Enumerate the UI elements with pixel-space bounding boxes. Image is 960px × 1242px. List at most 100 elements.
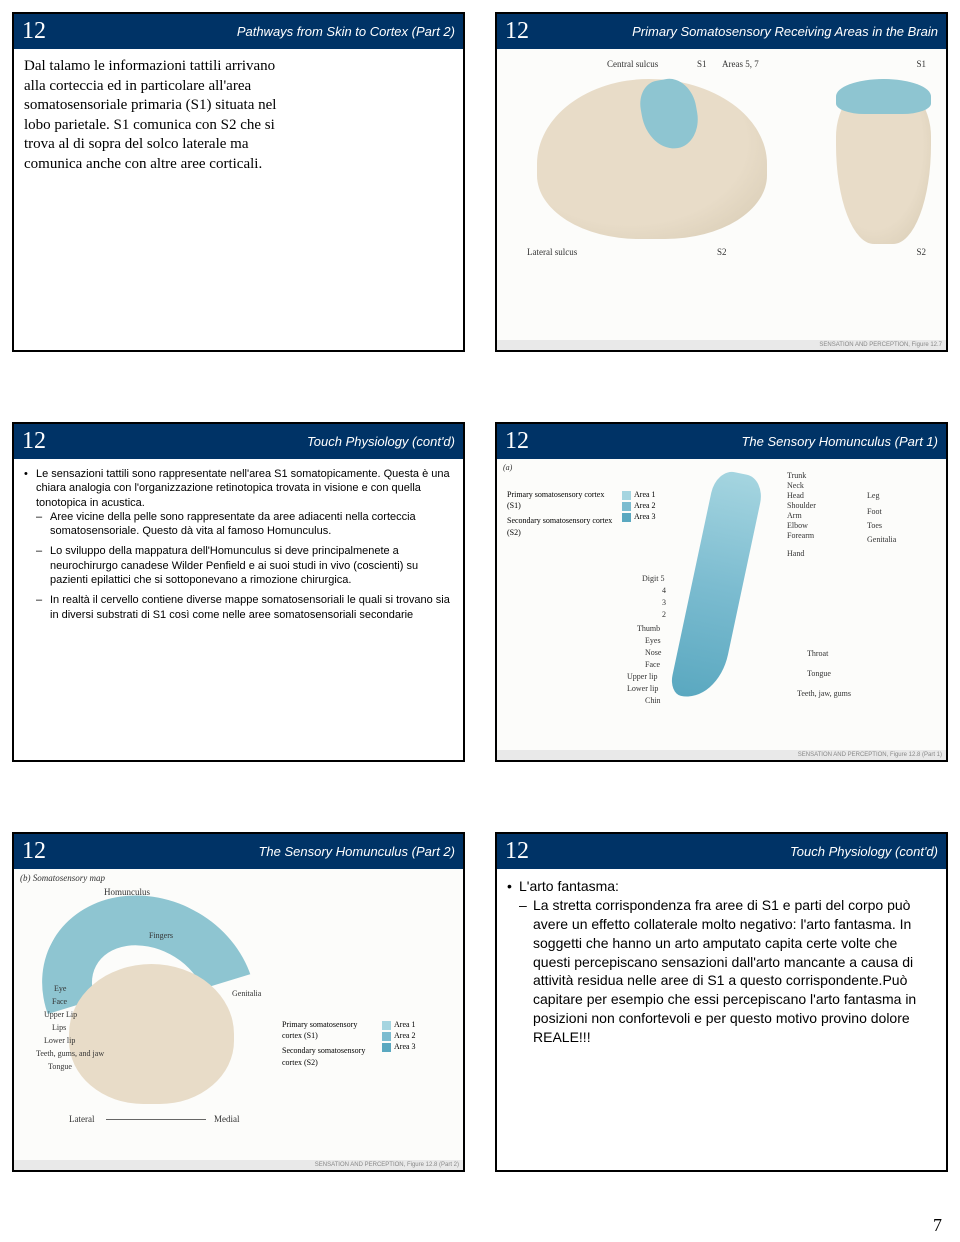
hr-genitalia: Genitalia	[867, 535, 896, 544]
slide-body: L'arto fantasma: La stretta corrisponden…	[497, 869, 946, 1170]
slide-homunculus-1: 12 The Sensory Homunculus (Part 1) (a) P…	[495, 422, 948, 762]
label-s2-b: S2	[916, 247, 926, 257]
slide-number: 12	[505, 838, 529, 865]
bullet-text: L'arto fantasma:	[519, 878, 619, 894]
hr-elbow: Elbow	[787, 521, 808, 530]
axis-arrow	[106, 1119, 206, 1120]
slide-number: 12	[505, 18, 529, 45]
axis-medial: Medial	[214, 1114, 240, 1124]
slide-title: The Sensory Homunculus (Part 1)	[541, 434, 938, 449]
hr-forearm: Forearm	[787, 531, 814, 540]
page-number: 7	[933, 1215, 942, 1236]
slide-body: (b) Somatosensory map Homunculus Fingers…	[14, 869, 463, 1170]
slide-header: 12 The Sensory Homunculus (Part 2)	[14, 834, 463, 869]
slide-header: 12 Primary Somatosensory Receiving Areas…	[497, 14, 946, 49]
legend: Primary somatosensory cortex (S1) Second…	[282, 1019, 377, 1068]
bullet-main: L'arto fantasma: La stretta corrisponden…	[507, 877, 936, 1047]
legend-area3: Area 3	[394, 1042, 416, 1051]
figure-caption: SENSATION AND PERCEPTION, Figure 12.8 (P…	[14, 1160, 463, 1170]
hr-head: Head	[787, 491, 804, 500]
area1-swatch	[622, 491, 631, 500]
hr-neck: Neck	[787, 481, 804, 490]
ml-tongue: Tongue	[48, 1062, 72, 1071]
slide-title: The Sensory Homunculus (Part 2)	[58, 844, 455, 859]
area2-swatch	[382, 1032, 391, 1041]
ml-fingers: Fingers	[149, 931, 173, 940]
brain-base	[69, 964, 234, 1104]
area2-swatch	[622, 502, 631, 511]
hr-trunk: Trunk	[787, 471, 806, 480]
slide-title: Pathways from Skin to Cortex (Part 2)	[58, 24, 455, 39]
axis-lateral: Lateral	[69, 1114, 94, 1124]
paragraph: Dal talamo le informazioni tattili arriv…	[24, 57, 281, 174]
slide-body: Dal talamo le informazioni tattili arriv…	[14, 49, 463, 350]
hl-lowerlip: Lower lip	[627, 684, 658, 693]
hl-3: 3	[662, 598, 666, 607]
slide-homunculus-2: 12 The Sensory Homunculus (Part 2) (b) S…	[12, 832, 465, 1172]
slide-touch-phys-1: 12 Touch Physiology (cont'd) Le sensazio…	[12, 422, 465, 762]
slide-title: Primary Somatosensory Receiving Areas in…	[541, 24, 938, 39]
area1-swatch	[382, 1021, 391, 1030]
hr-toes: Toes	[867, 521, 882, 530]
legend-area2: Area 2	[634, 501, 656, 510]
panel-label: (b) Somatosensory map	[20, 873, 105, 883]
slide-title: Touch Physiology (cont'd)	[58, 434, 455, 449]
legend-primary: Primary somatosensory cortex (S1)	[507, 489, 617, 511]
ml-genitalia: Genitalia	[232, 989, 261, 998]
legend-areas: Area 1 Area 2 Area 3	[382, 1019, 416, 1053]
slide-body: Le sensazioni tattili sono rappresentate…	[14, 459, 463, 760]
slide-number: 12	[505, 428, 529, 455]
slide-title: Touch Physiology (cont'd)	[541, 844, 938, 859]
slide-body: Central sulcus S1 Areas 5, 7 S1 Lateral …	[497, 49, 946, 350]
slide-header: 12 Touch Physiology (cont'd)	[14, 424, 463, 459]
ml-teeth: Teeth, gums, and jaw	[36, 1049, 104, 1058]
legend: Primary somatosensory cortex (S1) Second…	[507, 489, 617, 538]
slide-pathways: 12 Pathways from Skin to Cortex (Part 2)…	[12, 12, 465, 352]
legend-area1: Area 1	[634, 490, 656, 499]
bullet-list: L'arto fantasma: La stretta corrisponden…	[507, 877, 936, 1047]
homunculus-strip	[669, 468, 766, 703]
hl-chin: Chin	[645, 696, 661, 705]
legend-areas: Area 1 Area 2 Area 3	[622, 489, 656, 523]
slide-number: 12	[22, 428, 46, 455]
slide-brain-areas: 12 Primary Somatosensory Receiving Areas…	[495, 12, 948, 352]
figure-caption: SENSATION AND PERCEPTION, Figure 12.8 (P…	[497, 750, 946, 760]
brain-s1-coronal	[836, 79, 931, 114]
slide-phantom-limb: 12 Touch Physiology (cont'd) L'arto fant…	[495, 832, 948, 1172]
slide-header: 12 Touch Physiology (cont'd)	[497, 834, 946, 869]
sub-list: La stretta corrispondenza fra aree di S1…	[519, 896, 936, 1047]
label-s2: S2	[717, 247, 727, 257]
hl-nose: Nose	[645, 648, 661, 657]
ml-upperlip: Upper Lip	[44, 1010, 77, 1019]
bullet-list: Le sensazioni tattili sono rappresentate…	[24, 467, 453, 622]
hr-teeth: Teeth, jaw, gums	[797, 689, 851, 698]
sub-list: Aree vicine della pelle sono rappresenta…	[36, 510, 453, 622]
area3-swatch	[382, 1043, 391, 1052]
legend-secondary: Secondary somatosensory cortex (S2)	[507, 515, 617, 537]
area3-swatch	[622, 513, 631, 522]
slide-header: 12 Pathways from Skin to Cortex (Part 2)	[14, 14, 463, 49]
hr-shoulder: Shoulder	[787, 501, 816, 510]
label-central-sulcus: Central sulcus	[607, 59, 658, 69]
ml-eye: Eye	[54, 984, 66, 993]
ml-lowerlip: Lower lip	[44, 1036, 75, 1045]
hr-leg: Leg	[867, 491, 879, 500]
hr-foot: Foot	[867, 507, 882, 516]
legend-area2: Area 2	[394, 1031, 416, 1040]
sub-bullet: Aree vicine della pelle sono rappresenta…	[36, 510, 453, 539]
legend-secondary: Secondary somatosensory cortex (S2)	[282, 1045, 377, 1067]
hr-tongue: Tongue	[807, 669, 831, 678]
panel-label: (a)	[503, 463, 512, 472]
sub-bullet: Lo sviluppo della mappatura dell'Homuncu…	[36, 544, 453, 587]
slide-grid: 12 Pathways from Skin to Cortex (Part 2)…	[12, 12, 948, 1172]
label-areas57: Areas 5, 7	[722, 59, 759, 69]
hl-2: 2	[662, 610, 666, 619]
slide-number: 12	[22, 18, 46, 45]
label-s1: S1	[697, 59, 707, 69]
label-lateral-sulcus: Lateral sulcus	[527, 247, 577, 257]
hl-eyes: Eyes	[645, 636, 661, 645]
sub-bullet: La stretta corrispondenza fra aree di S1…	[519, 896, 936, 1047]
hr-arm: Arm	[787, 511, 802, 520]
bullet-main: Le sensazioni tattili sono rappresentate…	[24, 467, 453, 622]
slide-body: (a) Primary somatosensory cortex (S1) Se…	[497, 459, 946, 760]
